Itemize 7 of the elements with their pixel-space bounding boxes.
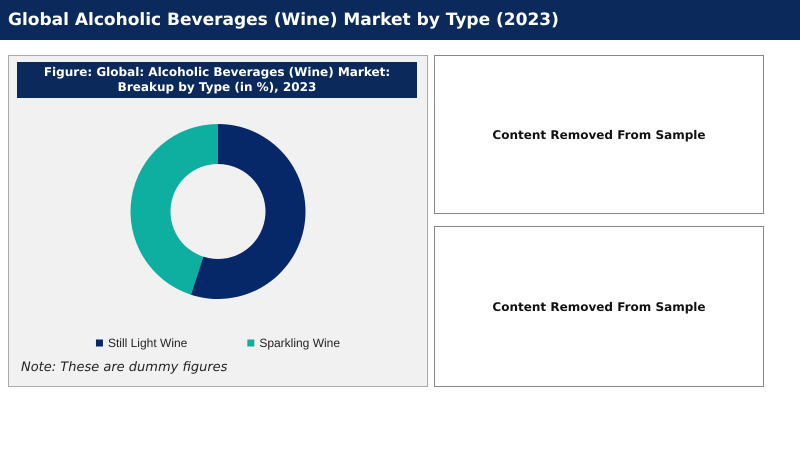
text: Content Removed From Sample (434, 55, 764, 214)
legend-label: Still Light Wine (108, 336, 188, 350)
text: Content Removed From Sample (434, 226, 764, 387)
text: Note: These are dummy figures (21, 360, 228, 375)
legend-label: Sparkling Wine (259, 336, 340, 350)
chart-title: Global Alcoholic Beverages (Wine) Market by Type (2023) (0, 0, 800, 40)
chart-subtitle: Figure: Global: Alcoholic Beverages (Wine) Market: Breakup by Type (in %), 2023 (17, 62, 417, 98)
